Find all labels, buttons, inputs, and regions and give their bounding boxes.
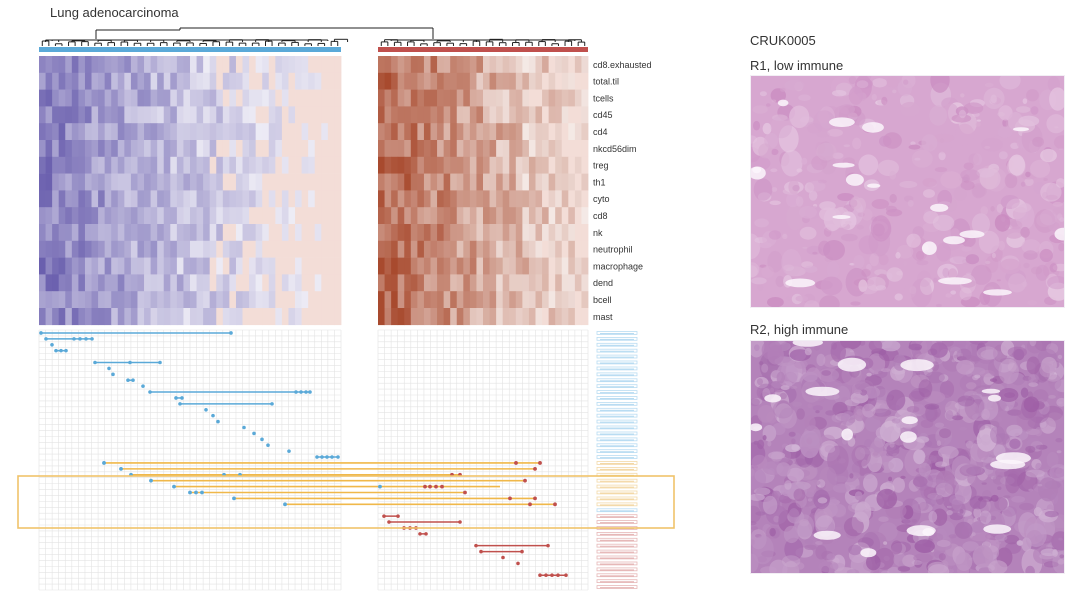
- region-links: [39, 331, 568, 578]
- region-1-label: R1, low immune: [750, 58, 844, 73]
- figure-title: Lung adenocarcinoma: [50, 5, 179, 20]
- feature-label-cd8: cd8: [593, 211, 608, 221]
- feature-label-total.til: total.til: [593, 77, 619, 87]
- patient-id: CRUK0005: [750, 33, 816, 48]
- region-2-label: R2, high immune: [750, 322, 849, 337]
- feature-label-neutrophil: neutrophil: [593, 245, 633, 255]
- feature-label-cd8.exhausted: cd8.exhausted: [593, 60, 652, 70]
- feature-label-cd4: cd4: [593, 127, 608, 137]
- heatmap-low-immune-cluster: [39, 56, 342, 326]
- heatmap-high-immune-cluster: [378, 56, 589, 326]
- feature-label-macrophage: macrophage: [593, 261, 643, 271]
- region-1-histology-image: [750, 75, 1065, 308]
- side-label-strip: [596, 331, 638, 589]
- feature-label-mast: mast: [593, 312, 613, 322]
- dendrogram: [41, 27, 586, 46]
- feature-label-tcells: tcells: [593, 93, 614, 103]
- feature-label-treg: treg: [593, 161, 609, 171]
- feature-label-cyto: cyto: [593, 194, 610, 204]
- highlight-box: [17, 475, 675, 529]
- feature-label-cd45: cd45: [593, 110, 613, 120]
- feature-label-bcell: bcell: [593, 295, 612, 305]
- sample-grid: [38, 329, 589, 591]
- feature-label-nk: nk: [593, 228, 603, 238]
- feature-label-dend: dend: [593, 278, 613, 288]
- cluster-bars: [39, 47, 588, 52]
- feature-labels: cd8.exhausted total.til tcells cd45 cd4 nkcd5…: [593, 60, 652, 322]
- region-2-histology-image: [750, 340, 1065, 574]
- feature-label-nkcd56dim: nkcd56dim: [593, 144, 637, 154]
- feature-label-th1: th1: [593, 177, 606, 187]
